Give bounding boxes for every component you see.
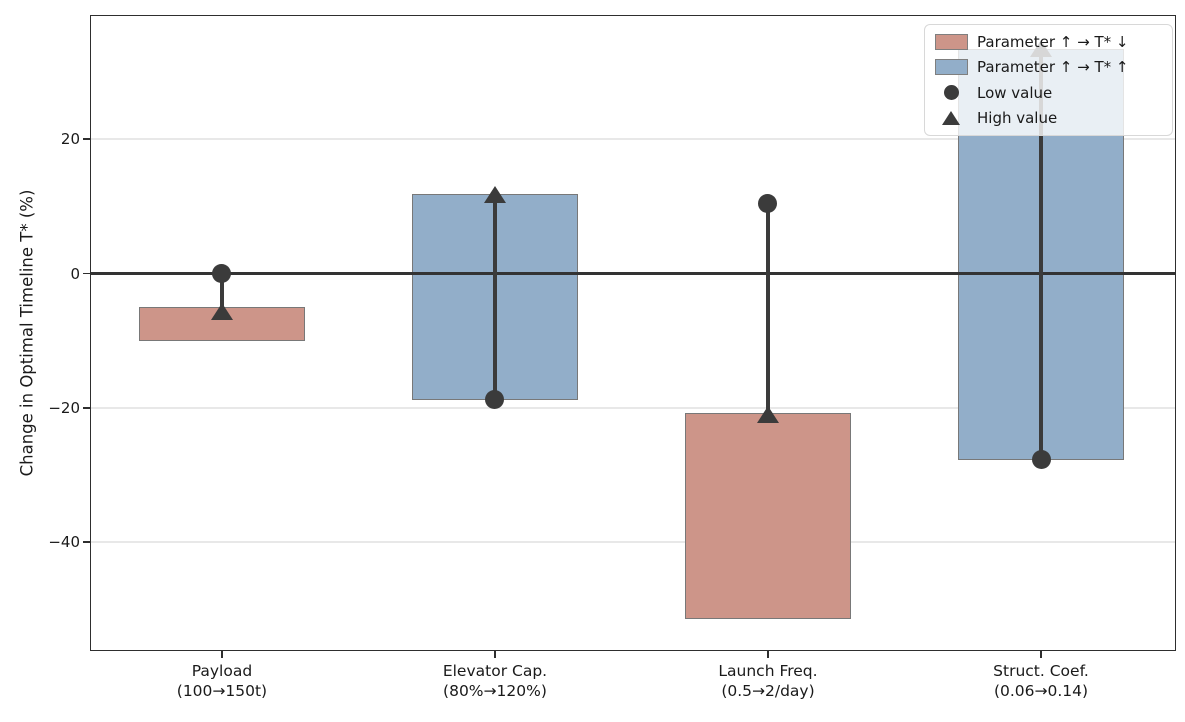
zero-line [90, 272, 1176, 275]
x-tick-label-name: Launch Freq. [718, 662, 818, 680]
x-tick-label-range: (0.5→2/day) [721, 682, 815, 700]
y-tick-mark [83, 138, 90, 141]
bar [684, 412, 851, 620]
legend-swatch-up-icon [934, 59, 968, 76]
low-value-marker-icon [1031, 450, 1051, 470]
low-value-marker-icon [758, 193, 778, 213]
legend: Parameter ↑ → T* ↓ Parameter ↑ → T* ↑ Low … [924, 24, 1173, 136]
legend-row: Parameter ↑ → T* ↓ [925, 29, 1172, 55]
legend-marker-cell [925, 33, 977, 50]
x-tick-label: Payload (100→150t) [107, 661, 337, 701]
y-tick-label: −20 [48, 398, 80, 417]
low-value-marker-icon [485, 390, 505, 410]
x-tick-label: Struct. Coef. (0.06→0.14) [926, 661, 1156, 701]
marker-connector [492, 194, 497, 400]
legend-row: Low value [925, 80, 1172, 106]
x-tick-label-range: (80%→120%) [443, 682, 547, 700]
legend-circle-icon [943, 85, 959, 101]
x-tick-label: Launch Freq. (0.5→2/day) [653, 661, 883, 701]
x-tick-mark [767, 651, 769, 658]
legend-label: Parameter ↑ → T* ↓ [977, 32, 1129, 51]
legend-row: High value [925, 106, 1172, 132]
y-tick-label: −40 [48, 533, 80, 552]
x-tick-label-name: Payload [191, 662, 253, 680]
x-tick-label-name: Elevator Cap. [442, 662, 548, 680]
marker-connector [1039, 48, 1043, 460]
legend-marker-cell [925, 59, 977, 76]
legend-swatch-down-icon [934, 33, 968, 50]
x-tick-mark [221, 651, 223, 658]
x-tick-mark [1040, 651, 1042, 658]
legend-marker-cell [925, 85, 977, 101]
x-tick-label-range: (100→150t) [176, 682, 268, 700]
y-tick-mark [83, 272, 90, 275]
x-tick-mark [494, 651, 496, 658]
legend-row: Parameter ↑ → T* ↑ [925, 55, 1172, 81]
y-tick-mark [83, 407, 90, 409]
marker-connector [765, 203, 770, 415]
legend-marker-cell [925, 111, 977, 126]
legend-triangle-icon [942, 111, 960, 126]
high-value-marker-icon [756, 406, 779, 424]
x-tick-label: Elevator Cap. (80%→120%) [380, 661, 610, 701]
legend-label: Parameter ↑ → T* ↑ [977, 58, 1129, 77]
x-tick-label-name: Struct. Coef. [993, 662, 1089, 680]
low-value-marker-icon [212, 264, 232, 284]
marker-connector [219, 273, 224, 312]
high-value-marker-icon [483, 185, 506, 203]
x-tick-label-range: (0.06→0.14) [993, 682, 1089, 700]
legend-label: High value [977, 109, 1058, 128]
grid-line [90, 138, 1176, 141]
y-tick-label: 0 [70, 264, 80, 283]
grid-line [90, 407, 1176, 409]
y-axis-label: Change in Optimal Timeline T* (%) [17, 189, 37, 477]
legend-label: Low value [977, 83, 1053, 102]
y-tick-mark [83, 541, 90, 544]
y-tick-label: 20 [60, 130, 80, 149]
high-value-marker-icon [210, 302, 233, 320]
grid-line [90, 541, 1176, 543]
